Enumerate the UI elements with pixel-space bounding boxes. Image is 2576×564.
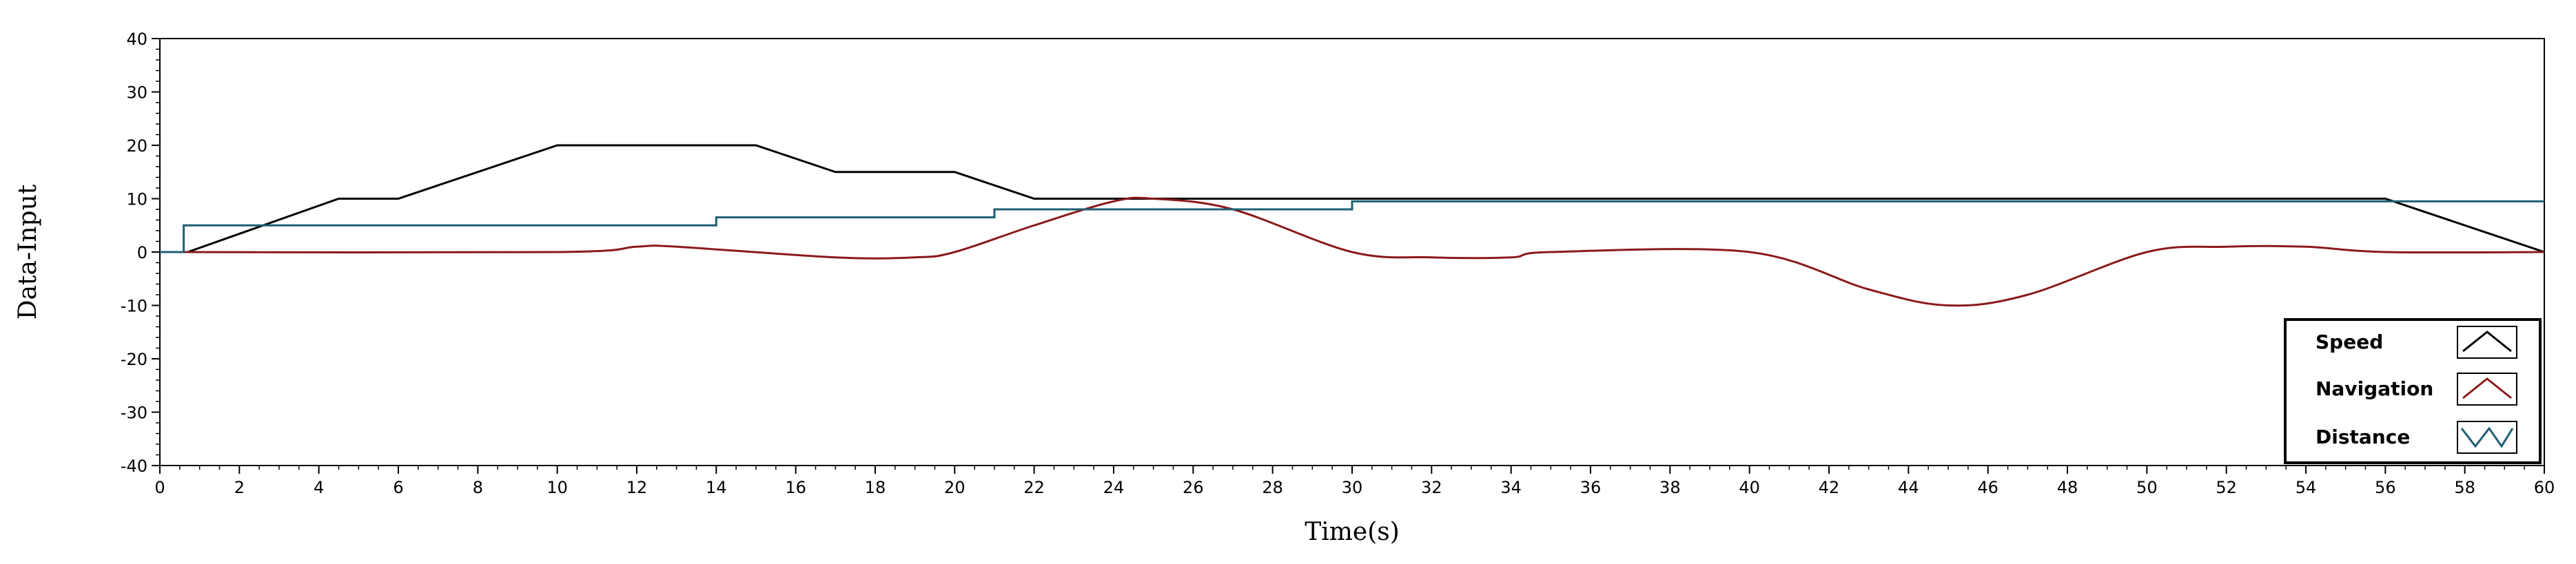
x-tick-label: 58 <box>2454 478 2475 497</box>
x-tick-label: 34 <box>1500 478 1522 497</box>
legend: Speed Navigation Distance <box>2284 318 2542 464</box>
x-tick-label: 12 <box>626 478 648 497</box>
y-tick-label: 40 <box>126 30 147 49</box>
x-tick-label: 24 <box>1103 478 1125 497</box>
x-tick-label: 8 <box>473 478 483 497</box>
x-tick-label: 14 <box>706 478 727 497</box>
legend-label-distance: Distance <box>2316 426 2410 448</box>
y-tick-label: -30 <box>121 404 147 423</box>
y-tick-label: -10 <box>121 297 147 316</box>
y-tick-label: 10 <box>126 190 147 209</box>
y-tick-label: -20 <box>121 350 147 369</box>
x-tick-label: 10 <box>546 478 568 497</box>
x-tick-label: 28 <box>1262 478 1283 497</box>
y-tick-label: 20 <box>126 136 147 156</box>
x-tick-label: 32 <box>1421 478 1442 497</box>
series-layer <box>159 144 2545 307</box>
x-tick-label: 52 <box>2216 478 2237 497</box>
x-tick-label: 54 <box>2296 478 2317 497</box>
legend-label-navigation: Navigation <box>2316 377 2433 400</box>
y-tick-label: 30 <box>126 83 147 103</box>
x-tick-label: 4 <box>314 478 324 497</box>
legend-swatch-navigation <box>2462 377 2512 399</box>
x-tick-label: 38 <box>1659 478 1681 497</box>
series-line-distance <box>160 200 2544 253</box>
y-axis-ticks: -40 -30 -20 -10 0 10 20 30 40 <box>121 30 160 476</box>
x-tick-label: 46 <box>1977 478 1999 497</box>
y-axis-title: Data-Input <box>14 184 42 320</box>
x-tick-label: 2 <box>234 478 245 497</box>
x-tick-label: 22 <box>1023 478 1045 497</box>
y-tick-label: 0 <box>137 243 147 262</box>
x-tick-label: 26 <box>1183 478 1204 497</box>
x-tick-label: 18 <box>865 478 886 497</box>
y-tick-label: -40 <box>121 457 147 476</box>
x-axis-title: Time(s) <box>1305 518 1400 546</box>
x-tick-label: 48 <box>2057 478 2078 497</box>
x-axis-ticks: 0 2 4 6 8 10 12 14 16 18 20 22 24 26 28 30 32 34 36 38 40 42 4… <box>154 466 2555 497</box>
legend-swatch-speed <box>2462 331 2512 353</box>
x-tick-label: 50 <box>2136 478 2158 497</box>
legend-swatch-box <box>2457 326 2517 359</box>
x-tick-label: 60 <box>2534 478 2555 497</box>
x-tick-label: 16 <box>785 478 806 497</box>
x-tick-label: 20 <box>944 478 965 497</box>
x-tick-label: 44 <box>1898 478 1919 497</box>
x-tick-label: 30 <box>1342 478 1363 497</box>
x-tick-label: 6 <box>393 478 403 497</box>
legend-label-speed: Speed <box>2316 331 2383 353</box>
series-line-navigation <box>159 196 2545 307</box>
x-tick-label: 36 <box>1580 478 1602 497</box>
x-tick-label: 42 <box>1819 478 1840 497</box>
legend-swatch-distance <box>2460 426 2514 448</box>
x-tick-label: 0 <box>154 478 165 497</box>
x-tick-label: 56 <box>2375 478 2396 497</box>
x-tick-label: 40 <box>1739 478 1760 497</box>
series-line-speed <box>160 144 2545 253</box>
